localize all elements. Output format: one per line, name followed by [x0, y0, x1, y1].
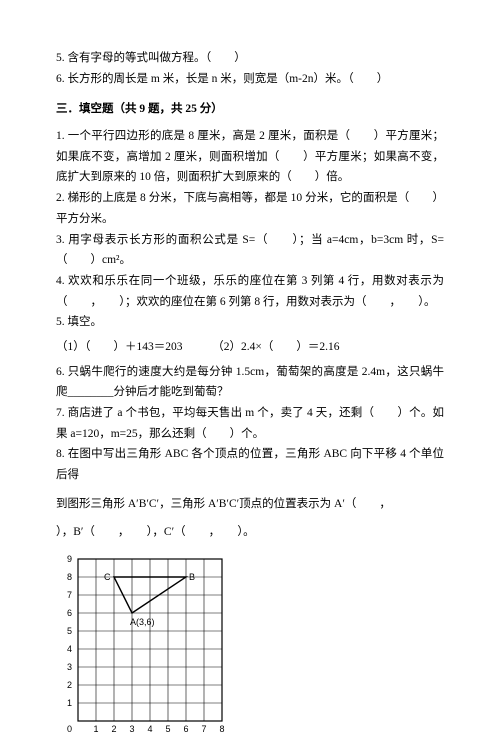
fill-q5b: （2）2.4×（ ）＝2.16 — [212, 341, 339, 353]
svg-text:3: 3 — [129, 724, 134, 734]
fill-q5: 5. 填空。 — [56, 312, 444, 333]
svg-text:8: 8 — [67, 572, 72, 582]
svg-text:1: 1 — [93, 724, 98, 734]
svg-text:4: 4 — [147, 724, 152, 734]
svg-text:7: 7 — [67, 590, 72, 600]
svg-text:2: 2 — [67, 680, 72, 690]
svg-text:A(3,6): A(3,6) — [130, 617, 155, 627]
triangle-chart: 123456781234567890A(3,6)BC — [56, 551, 444, 749]
svg-text:6: 6 — [183, 724, 188, 734]
fill-q8b: 到图形三角形 A′B′C′，三角形 A′B′C′顶点的位置表示为 A′（ ， — [56, 494, 444, 515]
svg-text:0: 0 — [67, 724, 72, 734]
section-title: 三．填空题（共 9 题，共 25 分） — [56, 99, 444, 120]
item-5: 5. 含有字母的等式叫做方程。（ ） — [56, 48, 444, 69]
fill-q7: 7. 商店进了 a 个书包，平均每天售出 m 个，卖了 4 天，还剩（ ）个。如… — [56, 403, 444, 444]
svg-text:7: 7 — [201, 724, 206, 734]
fill-q2a: 2. 梯形的上底是 8 分米，下底与高相等，都是 10 分米，它的面积是（ ） — [56, 188, 444, 209]
svg-text:9: 9 — [67, 554, 72, 564]
fill-q3: 3. 用字母表示长方形的面积公式是 S=（ ）；当 a=4cm，b=3cm 时，… — [56, 230, 444, 271]
fill-q5a: （1）（ ）＋143＝203 — [56, 341, 183, 353]
svg-text:C: C — [104, 572, 111, 582]
fill-q1: 1. 一个平行四边形的底是 8 厘米，高是 2 厘米，面积是（ ）平方厘米；如果… — [56, 126, 444, 188]
svg-text:6: 6 — [67, 608, 72, 618]
fill-q6: 6. 只蜗牛爬行的速度大约是每分钟 1.5cm，葡萄架的高度是 2.4m，这只蜗… — [56, 362, 444, 403]
fill-q8a: 8. 在图中写出三角形 ABC 各个顶点的位置，三角形 ABC 向下平移 4 个… — [56, 444, 444, 485]
fill-q5-parts: （1）（ ）＋143＝203 （2）2.4×（ ）＝2.16 — [56, 337, 444, 358]
svg-text:3: 3 — [67, 662, 72, 672]
svg-text:4: 4 — [67, 644, 72, 654]
fill-q8c: ），B′（ ， ），C′（ ， ）。 — [56, 522, 444, 543]
svg-text:B: B — [189, 572, 195, 582]
fill-q4: 4. 欢欢和乐乐在同一个班级，乐乐的座位在第 3 列第 4 行，用数对表示为（ … — [56, 271, 444, 312]
svg-text:5: 5 — [165, 724, 170, 734]
svg-text:8: 8 — [219, 724, 224, 734]
svg-text:5: 5 — [67, 626, 72, 636]
svg-text:2: 2 — [111, 724, 116, 734]
item-6: 6. 长方形的周长是 m 米，长是 n 米，则宽是（m-2n）米。（ ） — [56, 69, 444, 90]
fill-q2b: 平方分米。 — [56, 209, 444, 230]
